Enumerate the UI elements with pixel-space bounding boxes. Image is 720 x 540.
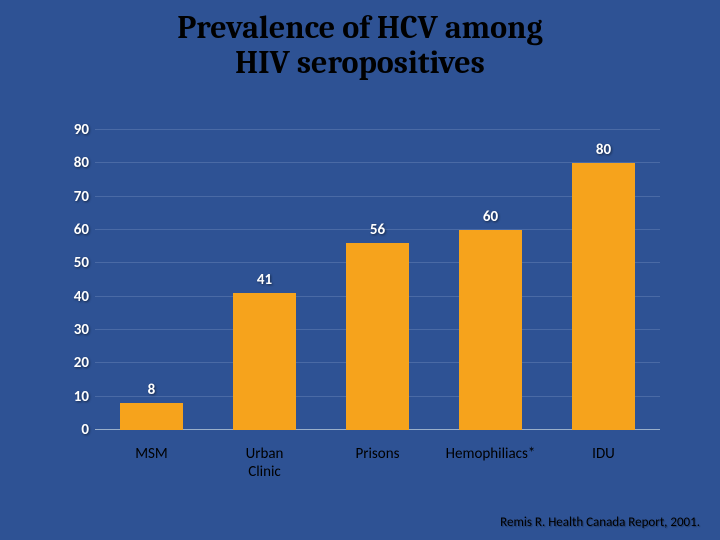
category-label: IDU — [547, 445, 660, 463]
category-label: Prisons — [321, 445, 434, 463]
bar-value-label: 41 — [257, 271, 272, 289]
y-tick-label: 70 — [74, 188, 89, 206]
y-tick-label: 40 — [74, 288, 89, 306]
y-tick-label: 50 — [74, 254, 89, 272]
y-tick-label: 30 — [74, 321, 89, 339]
title-line-2: HIV seropositives — [235, 44, 485, 81]
slide-title: Prevalence of HCV among HIV seropositive… — [0, 10, 720, 80]
category-label: UrbanClinic — [208, 445, 321, 481]
bar: 56 — [346, 243, 408, 430]
bar: 80 — [572, 163, 634, 430]
category-label: MSM — [95, 445, 208, 463]
bar-value-label: 56 — [370, 221, 385, 239]
y-tick-label: 20 — [74, 354, 89, 372]
y-tick-label: 90 — [74, 121, 89, 139]
bar: 41 — [233, 293, 295, 430]
bar: 60 — [459, 230, 521, 430]
bar-value-label: 8 — [148, 381, 156, 399]
citation: Remis R. Health Canada Report, 2001. — [500, 515, 700, 530]
title-line-1: Prevalence of HCV among — [177, 9, 542, 46]
bar-value-label: 60 — [483, 208, 498, 226]
y-tick-label: 80 — [74, 154, 89, 172]
y-tick-label: 60 — [74, 221, 89, 239]
bar: 8 — [120, 403, 182, 430]
slide: Prevalence of HCV among HIV seropositive… — [0, 0, 720, 540]
bar-value-label: 80 — [596, 141, 611, 159]
bar-chart: 0102030405060708090841566080 — [95, 130, 660, 430]
chart-area: 0102030405060708090841566080 — [95, 130, 660, 430]
y-tick-label: 10 — [74, 388, 89, 406]
y-tick-label: 0 — [81, 421, 89, 439]
category-label: Hemophiliacs* — [434, 445, 547, 463]
gridline — [95, 129, 660, 130]
